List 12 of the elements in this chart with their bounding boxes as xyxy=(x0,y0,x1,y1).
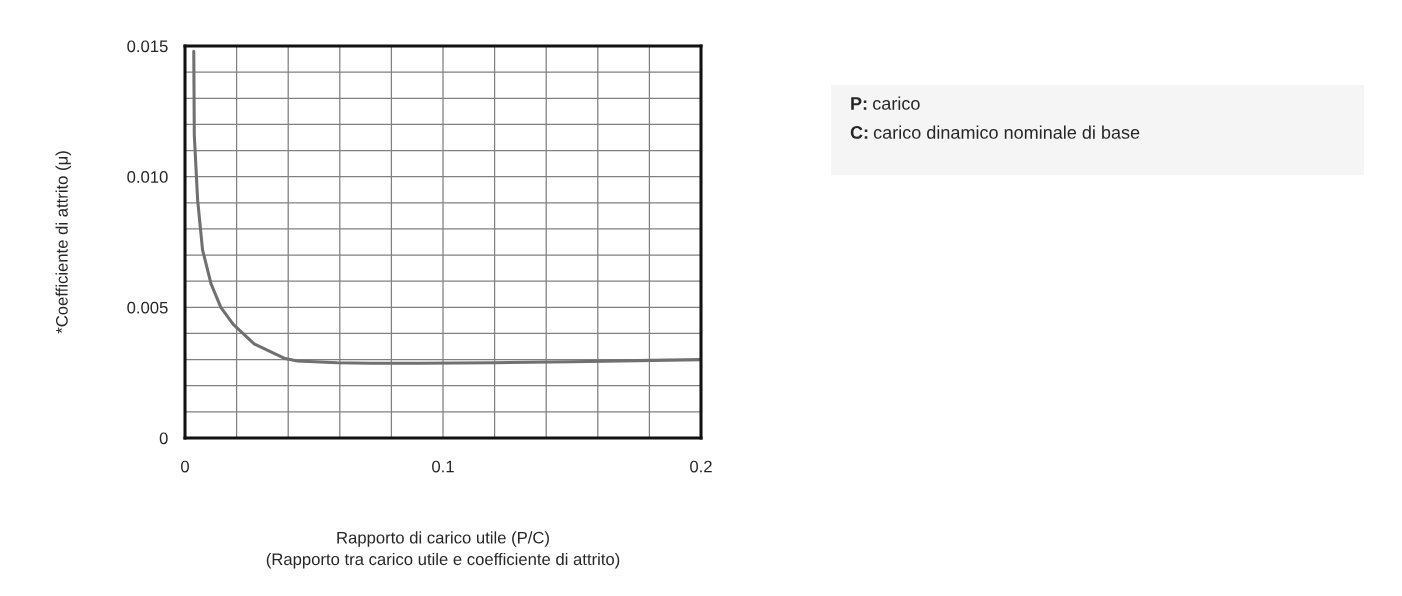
x-tick-label: 0 xyxy=(181,460,189,473)
y-axis-title: *Coefficiente di attrito (μ) xyxy=(55,151,72,334)
text: C: carico dinamico nominale di base xyxy=(850,125,1140,139)
x-tick-label: 0.2 xyxy=(690,460,712,473)
y-tick-label: 0.010 xyxy=(127,171,168,183)
y-tick-label: 0.015 xyxy=(127,40,168,53)
y-tick-label: 0.005 xyxy=(127,301,168,314)
line-series xyxy=(192,49,701,365)
x-tick-label: 0.1 xyxy=(432,460,454,473)
text: P: carico xyxy=(851,96,920,110)
x-axis-title: Rapporto di carico utile (P/C) (Rapporto tra carico utile e coefficiente di attrito) xyxy=(266,531,620,569)
y-tick-label: 0 xyxy=(159,432,168,445)
